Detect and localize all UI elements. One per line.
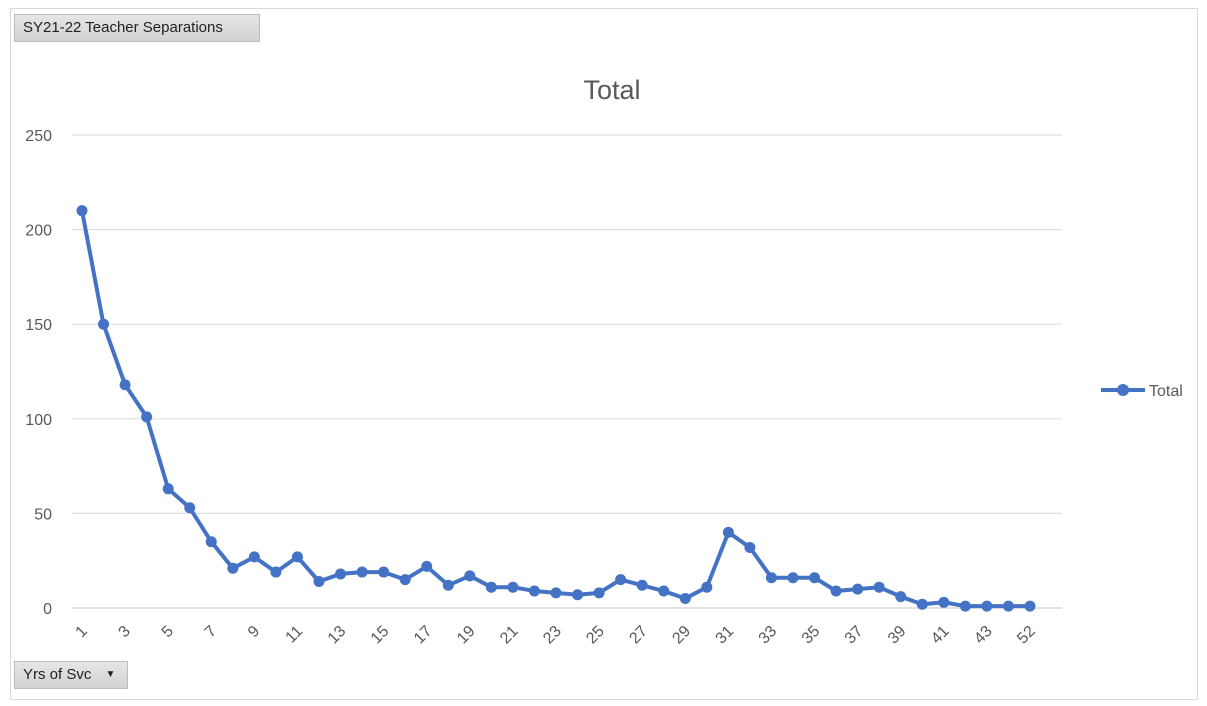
data-point[interactable] — [938, 596, 950, 608]
data-point[interactable] — [227, 562, 239, 574]
data-point[interactable] — [787, 572, 799, 584]
data-point[interactable] — [270, 566, 282, 578]
x-tick-label: 39 — [885, 623, 910, 648]
data-point[interactable] — [119, 379, 131, 391]
data-point[interactable] — [722, 526, 734, 538]
legend-dot-marker — [1117, 384, 1129, 396]
series-line[interactable] — [80, 208, 1032, 609]
axis-field-label: Yrs of Svc — [23, 666, 92, 683]
x-axis: 1 3 5 7 9 11 13 15 17 19 21 23 25 27 29 31 33 35 37 39 41 43 5… — [73, 623, 1039, 648]
x-tick-label: 11 — [283, 623, 307, 647]
data-point[interactable] — [335, 568, 347, 580]
x-tick-label: 7 — [202, 623, 220, 641]
data-point[interactable] — [421, 560, 433, 572]
data-point[interactable] — [184, 502, 196, 514]
data-point[interactable] — [981, 600, 993, 612]
chart-area — [10, 8, 1198, 700]
report-filter-label: SY21-22 Teacher Separations — [23, 19, 223, 36]
x-tick-label: 25 — [583, 623, 608, 648]
data-point[interactable] — [291, 551, 303, 563]
y-tick-label: 50 — [34, 506, 52, 523]
x-tick-label: 27 — [626, 623, 651, 648]
data-point[interactable] — [873, 581, 885, 593]
legend-label-total: Total — [1149, 383, 1183, 400]
x-tick-label: 37 — [842, 623, 867, 648]
data-point[interactable] — [830, 585, 842, 597]
chart-title: Total — [583, 75, 640, 105]
data-point[interactable] — [205, 536, 217, 548]
data-point[interactable] — [809, 572, 821, 584]
data-point[interactable] — [1002, 600, 1014, 612]
data-point[interactable] — [615, 574, 627, 586]
data-point[interactable] — [852, 583, 864, 595]
x-tick-label: 5 — [159, 623, 177, 641]
data-point[interactable] — [959, 600, 971, 612]
data-point[interactable] — [141, 411, 153, 423]
data-point[interactable] — [916, 598, 928, 610]
data-point[interactable] — [593, 587, 605, 599]
data-point[interactable] — [550, 587, 562, 599]
data-point[interactable] — [442, 579, 454, 591]
data-point[interactable] — [895, 591, 907, 603]
x-tick-label: 23 — [540, 623, 565, 648]
x-tick-label: 35 — [799, 623, 824, 648]
data-point[interactable] — [1024, 600, 1036, 612]
gridlines — [72, 134, 1062, 609]
x-tick-label: 15 — [368, 623, 393, 648]
x-tick-label: 33 — [756, 623, 781, 648]
data-point[interactable] — [464, 570, 476, 582]
data-point[interactable] — [356, 566, 368, 578]
data-point[interactable] — [636, 579, 648, 591]
data-point[interactable] — [162, 483, 174, 495]
data-point[interactable] — [744, 541, 756, 553]
x-tick-label: 31 — [713, 623, 738, 648]
x-tick-label: 17 — [411, 623, 436, 648]
data-point[interactable] — [701, 581, 713, 593]
dropdown-arrow-icon[interactable]: ▼ — [105, 669, 116, 681]
x-tick-label: 1 — [73, 623, 91, 641]
data-point[interactable] — [248, 551, 260, 563]
x-tick-label: 13 — [325, 623, 350, 648]
legend[interactable]: Total — [1101, 383, 1183, 400]
data-point[interactable] — [528, 585, 540, 597]
data-point[interactable] — [507, 581, 519, 593]
y-axis: 0 50 100 150 200 250 — [25, 128, 52, 618]
data-point[interactable] — [313, 576, 325, 588]
x-tick-label: 41 — [928, 623, 953, 648]
data-point[interactable] — [98, 318, 110, 330]
y-tick-label: 250 — [25, 128, 52, 145]
data-point[interactable] — [378, 566, 390, 578]
y-tick-label: 0 — [43, 601, 52, 618]
x-tick-label: 9 — [245, 623, 263, 641]
data-point[interactable] — [658, 585, 670, 597]
data-point[interactable] — [572, 589, 584, 601]
x-tick-label: 29 — [669, 623, 694, 648]
y-tick-label: 100 — [25, 412, 52, 429]
x-tick-label: 19 — [454, 623, 479, 648]
y-tick-label: 150 — [25, 317, 52, 334]
x-tick-label: 3 — [116, 623, 134, 641]
data-point[interactable] — [76, 205, 88, 217]
data-point[interactable] — [765, 572, 777, 584]
data-point[interactable] — [679, 593, 691, 605]
x-tick-label: 21 — [497, 623, 522, 648]
axis-field-button[interactable]: Yrs of Svc ▼ — [14, 661, 128, 689]
data-point[interactable] — [399, 574, 411, 586]
y-tick-label: 200 — [25, 223, 52, 240]
x-tick-label: 52 — [1014, 623, 1039, 648]
series-total[interactable] — [76, 205, 1036, 612]
x-tick-label: 43 — [971, 623, 996, 648]
data-point[interactable] — [485, 581, 497, 593]
report-filter-button[interactable]: SY21-22 Teacher Separations — [14, 14, 260, 42]
